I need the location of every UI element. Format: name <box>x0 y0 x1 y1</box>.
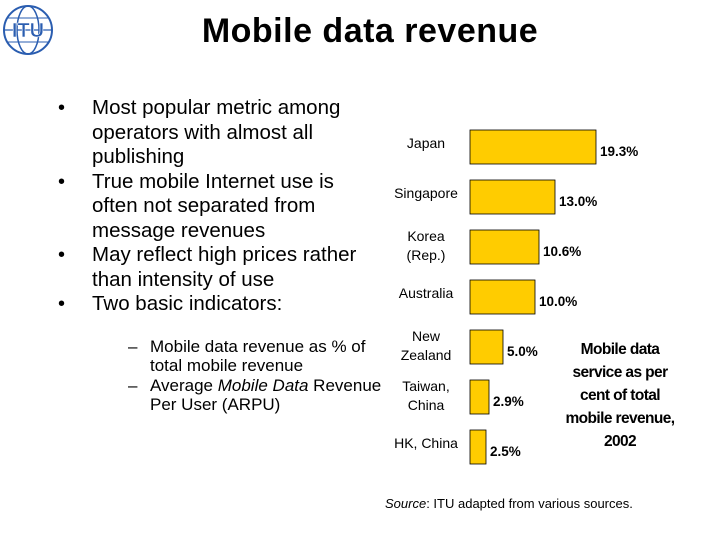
category-label-7: HK, China <box>394 435 458 451</box>
bullet-list: • Most popular metric among operators wi… <box>58 96 381 415</box>
sub-bullet-italic: Mobile Data <box>217 375 309 395</box>
value-label-3: 10.6% <box>543 244 581 259</box>
sub-bullet-list: – Mobile data revenue as % of total mobi… <box>128 337 388 415</box>
sub-bullet-text: Mobile data revenue as % of total mobile… <box>150 336 366 376</box>
value-label-6: 2.9% <box>493 394 524 409</box>
bar-1 <box>469 129 597 165</box>
category-label-5: New Zealand <box>401 328 452 363</box>
bar-5 <box>469 329 504 365</box>
category-label-6: Taiwan, China <box>402 378 449 413</box>
value-label-1: 19.3% <box>600 144 638 159</box>
bullet-dot: • <box>58 293 66 315</box>
source-label: Source <box>385 496 427 511</box>
page-title: Mobile data revenue <box>201 12 539 50</box>
bullet-text: Most popular metric among operators with… <box>92 96 341 168</box>
bullet-text: Two basic indicators: <box>92 292 283 315</box>
bullet-dot: • <box>58 244 66 266</box>
bar-6 <box>469 379 490 415</box>
value-label-2: 13.0% <box>559 194 597 209</box>
bullet-item: • True mobile Internet use is often not … <box>58 170 368 244</box>
sub-bullet-prefix: Average <box>150 375 218 395</box>
value-label-7: 2.5% <box>490 444 521 459</box>
bullet-text: May reflect high prices rather than inte… <box>92 243 357 291</box>
bullet-dot: • <box>58 170 66 193</box>
category-label-2: Singapore <box>394 185 458 201</box>
sub-bullet-item: – Average Mobile Data Revenue Per User (… <box>128 376 388 415</box>
bar-4 <box>469 279 536 315</box>
bullet-text: True mobile Internet use is often not se… <box>92 169 334 242</box>
logo-text: ITU <box>12 20 44 42</box>
bar-2 <box>469 179 556 215</box>
source-note: Source: ITU adapted from various sources… <box>385 496 633 511</box>
source-text: : ITU adapted from various sources. <box>426 496 633 511</box>
sub-bullet-item: – Mobile data revenue as % of total mobi… <box>128 337 388 376</box>
sub-bullet-suffix: Revenue Per User (ARPU) <box>150 375 382 415</box>
category-label-1: Japan <box>407 135 445 151</box>
category-label-3: Korea (Rep.) <box>407 228 446 263</box>
value-label-5: 5.0% <box>507 344 538 359</box>
bullet-dot: • <box>58 97 66 119</box>
category-label-4: Australia <box>399 285 454 301</box>
bullet-item: • Two basic indicators: <box>58 292 368 317</box>
bullet-item: • Most popular metric among operators wi… <box>58 96 368 170</box>
sub-bullet-text: Average Mobile Data Revenue Per User (AR… <box>150 376 388 415</box>
sub-bullet-dash: – <box>128 336 138 356</box>
sub-bullet-dash: – <box>128 375 138 395</box>
bar-3 <box>469 229 540 265</box>
bar-7 <box>469 429 487 465</box>
value-label-4: 10.0% <box>539 294 577 309</box>
itu-logo: ITU <box>3 5 53 55</box>
chart-annotation: Mobile data service as per cent of total… <box>565 341 675 450</box>
bullet-item: • May reflect high prices rather than in… <box>58 243 368 292</box>
